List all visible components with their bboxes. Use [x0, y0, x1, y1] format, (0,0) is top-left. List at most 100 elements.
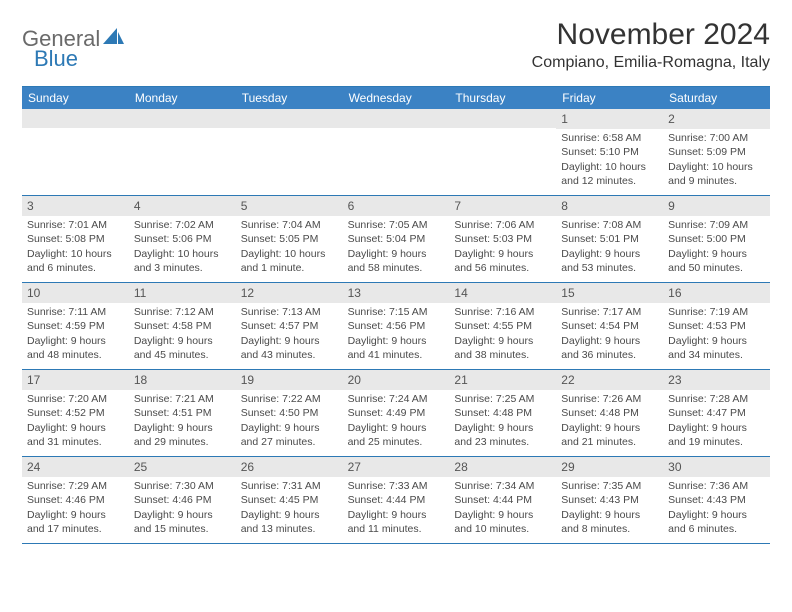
sunrise-line: Sunrise: 7:06 AM	[454, 218, 551, 232]
calendar-week: 10Sunrise: 7:11 AMSunset: 4:59 PMDayligh…	[22, 283, 770, 370]
daylight-line: Daylight: 9 hours and 43 minutes.	[241, 334, 338, 362]
weekday-header: Wednesday	[343, 87, 450, 109]
daylight-line: Daylight: 9 hours and 21 minutes.	[561, 421, 658, 449]
daylight-line: Daylight: 9 hours and 27 minutes.	[241, 421, 338, 449]
location: Compiano, Emilia-Romagna, Italy	[532, 54, 770, 72]
calendar-day: 9Sunrise: 7:09 AMSunset: 5:00 PMDaylight…	[663, 196, 770, 282]
sunrise-line: Sunrise: 7:08 AM	[561, 218, 658, 232]
calendar-day: 6Sunrise: 7:05 AMSunset: 5:04 PMDaylight…	[343, 196, 450, 282]
calendar-day	[22, 109, 129, 195]
daylight-line: Daylight: 9 hours and 29 minutes.	[134, 421, 231, 449]
sunrise-line: Sunrise: 7:24 AM	[348, 392, 445, 406]
daylight-line: Daylight: 9 hours and 45 minutes.	[134, 334, 231, 362]
daylight-line: Daylight: 9 hours and 11 minutes.	[348, 508, 445, 536]
weekday-header: Thursday	[449, 87, 556, 109]
day-number: 10	[22, 283, 129, 303]
sunset-line: Sunset: 4:56 PM	[348, 319, 445, 333]
day-body: Sunrise: 7:26 AMSunset: 4:48 PMDaylight:…	[556, 392, 663, 453]
day-number: 30	[663, 457, 770, 477]
sunrise-line: Sunrise: 7:25 AM	[454, 392, 551, 406]
sunset-line: Sunset: 5:01 PM	[561, 232, 658, 246]
daylight-line: Daylight: 9 hours and 56 minutes.	[454, 247, 551, 275]
calendar-day: 2Sunrise: 7:00 AMSunset: 5:09 PMDaylight…	[663, 109, 770, 195]
day-number: 16	[663, 283, 770, 303]
sunset-line: Sunset: 4:48 PM	[561, 406, 658, 420]
sunset-line: Sunset: 5:10 PM	[561, 145, 658, 159]
calendar-day: 19Sunrise: 7:22 AMSunset: 4:50 PMDayligh…	[236, 370, 343, 456]
title-block: November 2024 Compiano, Emilia-Romagna, …	[532, 18, 770, 72]
day-body: Sunrise: 7:33 AMSunset: 4:44 PMDaylight:…	[343, 479, 450, 540]
sunset-line: Sunset: 4:47 PM	[668, 406, 765, 420]
sunrise-line: Sunrise: 7:31 AM	[241, 479, 338, 493]
sunrise-line: Sunrise: 7:09 AM	[668, 218, 765, 232]
day-number: 8	[556, 196, 663, 216]
calendar-day: 23Sunrise: 7:28 AMSunset: 4:47 PMDayligh…	[663, 370, 770, 456]
day-number	[343, 109, 450, 128]
calendar-day: 12Sunrise: 7:13 AMSunset: 4:57 PMDayligh…	[236, 283, 343, 369]
sunrise-line: Sunrise: 7:36 AM	[668, 479, 765, 493]
calendar-day: 17Sunrise: 7:20 AMSunset: 4:52 PMDayligh…	[22, 370, 129, 456]
daylight-line: Daylight: 9 hours and 17 minutes.	[27, 508, 124, 536]
calendar-week: 3Sunrise: 7:01 AMSunset: 5:08 PMDaylight…	[22, 196, 770, 283]
calendar-day	[449, 109, 556, 195]
daylight-line: Daylight: 9 hours and 31 minutes.	[27, 421, 124, 449]
daylight-line: Daylight: 9 hours and 6 minutes.	[668, 508, 765, 536]
sunrise-line: Sunrise: 7:20 AM	[27, 392, 124, 406]
calendar-day: 8 Sunrise: 7:08 AMSunset: 5:01 PMDaylight…	[556, 196, 663, 282]
daylight-line: Daylight: 9 hours and 41 minutes.	[348, 334, 445, 362]
day-number: 5	[236, 196, 343, 216]
calendar-day: 14Sunrise: 7:16 AMSunset: 4:55 PMDayligh…	[449, 283, 556, 369]
day-number: 29	[556, 457, 663, 477]
day-body: Sunrise: 7:09 AMSunset: 5:00 PMDaylight:…	[663, 218, 770, 279]
sunset-line: Sunset: 4:54 PM	[561, 319, 658, 333]
calendar-day: 16Sunrise: 7:19 AMSunset: 4:53 PMDayligh…	[663, 283, 770, 369]
sunset-line: Sunset: 4:58 PM	[134, 319, 231, 333]
day-body: Sunrise: 7:06 AMSunset: 5:03 PMDaylight:…	[449, 218, 556, 279]
day-body: Sunrise: 7:01 AMSunset: 5:08 PMDaylight:…	[22, 218, 129, 279]
calendar-day: 27Sunrise: 7:33 AMSunset: 4:44 PMDayligh…	[343, 457, 450, 543]
sunrise-line: Sunrise: 7:30 AM	[134, 479, 231, 493]
calendar-day: 4Sunrise: 7:02 AMSunset: 5:06 PMDaylight…	[129, 196, 236, 282]
daylight-line: Daylight: 9 hours and 13 minutes.	[241, 508, 338, 536]
calendar-day: 21Sunrise: 7:25 AMSunset: 4:48 PMDayligh…	[449, 370, 556, 456]
daylight-line: Daylight: 10 hours and 3 minutes.	[134, 247, 231, 275]
sunrise-line: Sunrise: 7:28 AM	[668, 392, 765, 406]
sunrise-line: Sunrise: 7:01 AM	[27, 218, 124, 232]
day-number: 19	[236, 370, 343, 390]
calendar-week: 1Sunrise: 6:58 AMSunset: 5:10 PMDaylight…	[22, 109, 770, 196]
day-body: Sunrise: 7:22 AMSunset: 4:50 PMDaylight:…	[236, 392, 343, 453]
calendar-day: 25Sunrise: 7:30 AMSunset: 4:46 PMDayligh…	[129, 457, 236, 543]
sail-icon	[103, 28, 125, 51]
sunset-line: Sunset: 5:09 PM	[668, 145, 765, 159]
daylight-line: Daylight: 9 hours and 48 minutes.	[27, 334, 124, 362]
month-title: November 2024	[532, 18, 770, 52]
day-number: 27	[343, 457, 450, 477]
day-body: Sunrise: 7:24 AMSunset: 4:49 PMDaylight:…	[343, 392, 450, 453]
weekday-header: Saturday	[663, 87, 770, 109]
calendar-day: 29Sunrise: 7:35 AMSunset: 4:43 PMDayligh…	[556, 457, 663, 543]
day-number: 20	[343, 370, 450, 390]
day-body: Sunrise: 7:16 AMSunset: 4:55 PMDaylight:…	[449, 305, 556, 366]
day-number: 13	[343, 283, 450, 303]
day-body: Sunrise: 7:05 AMSunset: 5:04 PMDaylight:…	[343, 218, 450, 279]
day-body: Sunrise: 7:13 AMSunset: 4:57 PMDaylight:…	[236, 305, 343, 366]
sunrise-line: Sunrise: 7:26 AM	[561, 392, 658, 406]
sunrise-line: Sunrise: 7:29 AM	[27, 479, 124, 493]
day-body: Sunrise: 7:29 AMSunset: 4:46 PMDaylight:…	[22, 479, 129, 540]
daylight-line: Daylight: 9 hours and 34 minutes.	[668, 334, 765, 362]
day-body: Sunrise: 7:30 AMSunset: 4:46 PMDaylight:…	[129, 479, 236, 540]
sunset-line: Sunset: 5:05 PM	[241, 232, 338, 246]
calendar-day: 7Sunrise: 7:06 AMSunset: 5:03 PMDaylight…	[449, 196, 556, 282]
day-number: 6	[343, 196, 450, 216]
sunset-line: Sunset: 5:04 PM	[348, 232, 445, 246]
day-number: 18	[129, 370, 236, 390]
calendar-day: 22Sunrise: 7:26 AMSunset: 4:48 PMDayligh…	[556, 370, 663, 456]
daylight-line: Daylight: 9 hours and 10 minutes.	[454, 508, 551, 536]
sunrise-line: Sunrise: 7:04 AM	[241, 218, 338, 232]
calendar-day	[236, 109, 343, 195]
sunrise-line: Sunrise: 7:05 AM	[348, 218, 445, 232]
daylight-line: Daylight: 9 hours and 53 minutes.	[561, 247, 658, 275]
sunset-line: Sunset: 4:45 PM	[241, 493, 338, 507]
sunrise-line: Sunrise: 7:13 AM	[241, 305, 338, 319]
brand-part2: Blue	[34, 46, 78, 72]
